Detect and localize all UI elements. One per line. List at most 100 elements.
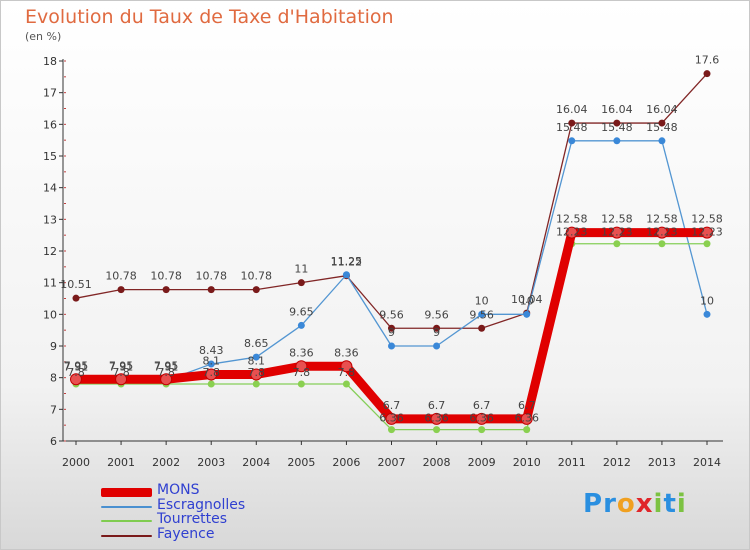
logo-letter: t [663,489,677,519]
data-label-escragnolles: 9 [388,326,395,339]
data-label-fayence: 9.56 [424,308,449,321]
data-label-escragnolles: 11.25 [331,255,363,268]
data-label-fayence: 11.22 [331,256,363,269]
data-label-tourrettes: 12.23 [646,226,678,239]
data-point-escragnolles [342,271,350,279]
data-label-mons: 12.58 [556,213,588,226]
data-point-fayence [388,324,395,332]
data-label-tourrettes: 7.8 [67,366,85,379]
data-point-fayence [207,286,215,294]
data-label-tourrettes: 7.8 [248,366,266,379]
data-label-escragnolles: 8.65 [244,337,269,350]
data-point-tourrettes [658,240,666,248]
data-point-escragnolles [523,310,531,318]
data-point-tourrettes [433,426,441,434]
data-label-fayence: 10.78 [241,270,273,283]
data-point-fayence [568,119,576,127]
data-point-mons [655,226,668,239]
data-label-mons: 12.58 [601,213,633,226]
logo-letter: P [583,489,604,519]
data-label-escragnolles: 15.48 [556,121,588,134]
data-label-tourrettes: 7.8 [338,366,356,379]
data-label-mons: 12.58 [691,213,723,226]
data-label-mons: 6.7 [428,399,446,412]
data-point-escragnolles [613,137,621,145]
data-label-tourrettes: 6.36 [379,412,404,425]
data-label-fayence: 10.04 [511,293,543,306]
y-tick-label: 10 [43,308,57,321]
y-axis-unit-label: (en %) [25,30,62,43]
data-point-tourrettes [252,380,260,388]
data-point-mons [701,226,713,239]
data-point-mons [295,360,308,373]
data-point-mons [340,360,353,373]
data-label-fayence: 9.56 [469,308,494,321]
x-tick-label: 2011 [558,456,586,469]
data-label-fayence: 10.78 [195,270,227,283]
data-label-tourrettes: 6.36 [424,412,449,425]
data-label-mons: 8.1 [202,355,220,368]
x-tick-label: 2010 [513,456,541,469]
y-tick-label: 17 [43,87,57,100]
data-point-fayence [252,286,260,294]
data-label-escragnolles: 7.91 [154,361,179,374]
data-point-fayence [117,286,125,294]
data-point-escragnolles [207,360,215,368]
data-label-fayence: 16.04 [646,103,678,116]
x-tick-label: 2007 [378,456,406,469]
x-tick-label: 2008 [423,456,451,469]
data-point-fayence [703,70,711,78]
data-point-tourrettes [613,240,621,248]
x-tick-label: 2006 [332,456,360,469]
data-point-mons [385,412,398,425]
data-label-mons: 7.95 [64,359,89,372]
data-point-tourrettes [478,426,486,434]
y-tick-label: 18 [43,55,57,68]
data-label-escragnolles: 8.43 [199,344,224,357]
data-label-tourrettes: 7.8 [202,366,220,379]
data-point-tourrettes [342,380,350,388]
x-tick-label: 2002 [152,456,180,469]
data-label-mons: 12.58 [646,213,678,226]
logo-letter: x [635,489,654,519]
data-label-escragnolles: 9.65 [289,305,314,318]
data-point-mons [520,412,533,425]
data-label-tourrettes: 12.23 [601,226,633,239]
y-tick-label: 11 [43,277,57,290]
data-point-escragnolles [297,321,305,329]
data-label-escragnolles: 9 [433,326,440,339]
data-label-mons: 6.7 [473,399,491,412]
data-point-mons [70,373,82,386]
data-point-tourrettes [703,240,711,248]
data-label-mons: 6.7 [383,399,401,412]
data-point-mons [565,226,578,239]
x-tick-label: 2004 [242,456,270,469]
data-label-fayence: 10.78 [150,270,182,283]
data-label-mons: 7.95 [154,359,179,372]
logo-letter: i [676,489,687,519]
data-label-fayence: 9.56 [379,308,404,321]
y-tick-label: 13 [43,213,57,226]
logo-letter: r [603,489,617,519]
data-point-mons [115,373,128,386]
data-label-escragnolles: 7.91 [109,361,134,374]
data-point-mons [250,368,263,381]
data-label-fayence: 11 [294,263,308,276]
data-point-tourrettes [388,426,395,434]
data-label-escragnolles: 10 [700,294,714,307]
legend-swatch [101,520,152,522]
data-point-escragnolles [568,137,576,145]
data-point-tourrettes [297,380,305,388]
data-point-mons [160,373,173,386]
logo-letter: o [616,489,636,519]
y-tick-label: 12 [43,245,57,258]
y-tick-label: 14 [43,182,57,195]
x-tick-label: 2013 [648,456,676,469]
data-point-fayence [658,119,666,127]
y-tick-label: 15 [43,150,57,163]
y-tick-label: 16 [43,118,57,131]
y-tick-label: 6 [50,435,57,448]
x-tick-label: 2003 [197,456,225,469]
data-point-escragnolles [433,342,441,350]
